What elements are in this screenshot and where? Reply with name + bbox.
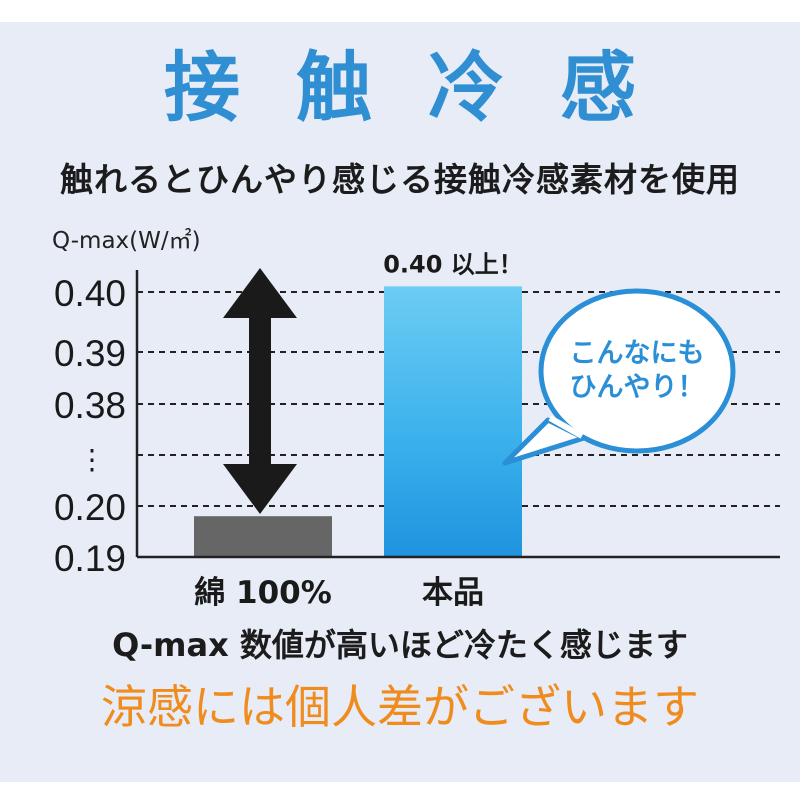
qmax-note: Q-max 数値が高いほど冷たく感じます [112, 626, 688, 664]
bubble-text-line1: こんなにも [570, 338, 705, 369]
y-tick-label: ⋮ [78, 444, 106, 475]
bar-product [384, 286, 522, 557]
y-tick-label: 0.38 [54, 385, 126, 426]
y-tick-label: 0.19 [54, 538, 126, 579]
page-title: 接触冷感 [164, 43, 692, 132]
x-category-label: 本品 [422, 575, 484, 611]
y-axis-label: Q-max(W/㎡) [52, 224, 201, 258]
y-axis-label-text: Q-max(W/㎡) [52, 228, 201, 254]
y-tick-label: 0.40 [54, 273, 126, 314]
bubble-text-line2: ひんやり！ [570, 372, 705, 403]
double-arrow-icon [223, 268, 297, 514]
bar-value-label: 0.40 以上！ [383, 250, 523, 278]
page-subtitle: 触れるとひんやり感じる接触冷感素材を使用 [60, 160, 740, 199]
x-category-label: 綿 100% [194, 575, 332, 611]
disclaimer-text: 涼感には個人差がございます [101, 680, 699, 734]
speech-bubble: こんなにも ひんやり！ [502, 288, 736, 466]
y-tick-label: 0.20 [54, 487, 126, 528]
bar-cotton [194, 516, 332, 557]
y-tick-label: 0.39 [54, 333, 126, 374]
